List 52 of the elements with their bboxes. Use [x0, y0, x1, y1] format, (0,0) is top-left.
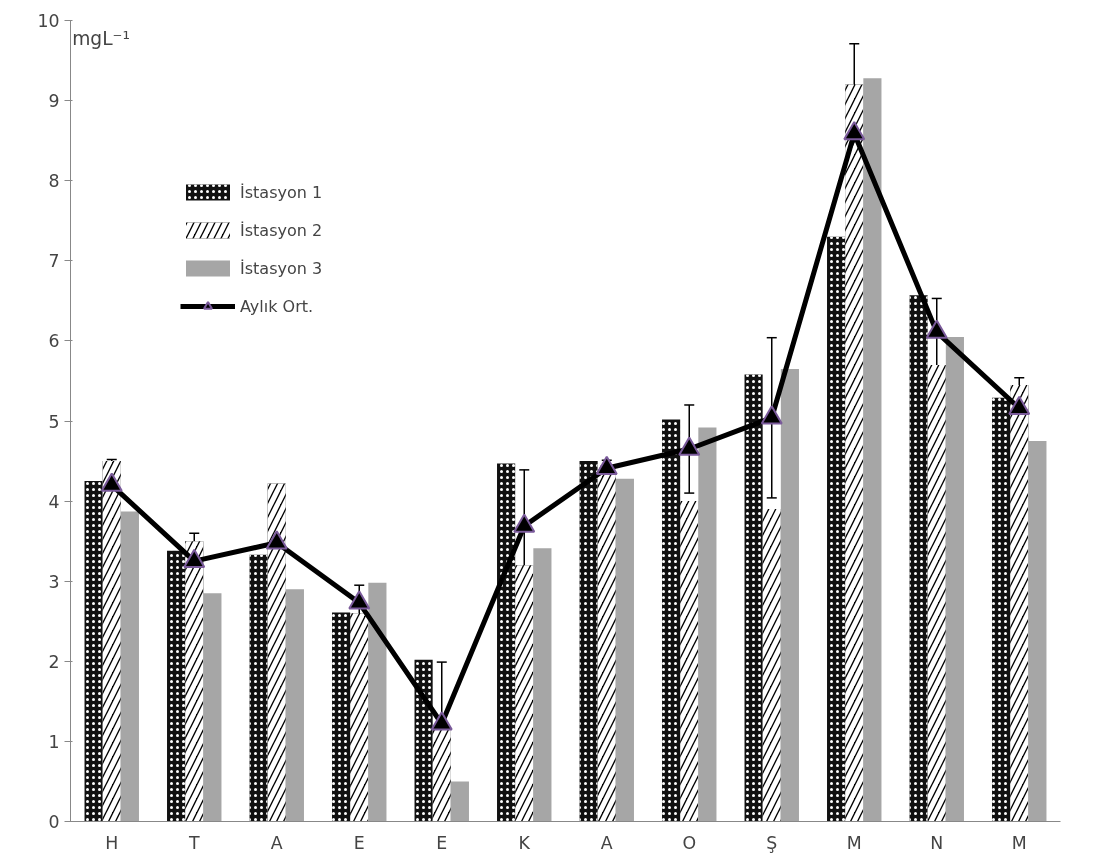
- point: [265, 530, 288, 550]
- point: [348, 590, 371, 610]
- bar: [450, 781, 469, 822]
- y-tick-label: 1: [48, 731, 60, 752]
- y-axis-title: mgL⁻¹: [72, 27, 130, 49]
- x-tick-label: A: [270, 832, 283, 853]
- point: [430, 711, 453, 731]
- y-tick-label: 7: [48, 251, 60, 272]
- y-tick-label: 2: [48, 651, 60, 672]
- x-tick-label: A: [600, 832, 613, 853]
- point: [1008, 395, 1031, 415]
- point: [513, 513, 536, 533]
- x-tick-label: N: [930, 832, 944, 853]
- bar: [945, 336, 964, 822]
- x-tick-label: K: [518, 832, 531, 853]
- bar: [698, 427, 717, 822]
- legend-label: İstasyon 2: [240, 220, 324, 240]
- bar: [615, 478, 634, 822]
- x-tick-label: M: [846, 832, 862, 853]
- legend-label: İstasyon 3: [240, 258, 324, 278]
- legend-label: Aylık Ort.: [240, 296, 315, 316]
- y-tick-label: 9: [48, 91, 60, 112]
- y-tick-label: 4: [48, 491, 60, 512]
- point: [760, 405, 783, 425]
- point: [100, 472, 123, 492]
- x-tick-label: O: [682, 832, 697, 853]
- bar: [285, 589, 304, 822]
- bar: [863, 78, 882, 822]
- bar: [368, 582, 387, 822]
- y-tick-label: 8: [48, 171, 60, 192]
- x-tick-label: Ş: [766, 832, 778, 853]
- bar: [1028, 441, 1047, 822]
- bar: [203, 593, 222, 822]
- point: [183, 548, 206, 568]
- point: [925, 319, 948, 339]
- x-tick-label: H: [105, 832, 119, 853]
- y-tick-label: 0: [48, 812, 60, 832]
- y-tick-label: 3: [48, 571, 60, 592]
- x-tick-label: E: [436, 832, 448, 853]
- point: [843, 120, 866, 141]
- bar: [780, 368, 799, 822]
- point: [678, 436, 701, 456]
- legend-label: İstasyon 1: [240, 182, 324, 202]
- y-tick-label: 5: [48, 411, 60, 432]
- x-tick-label: T: [187, 832, 200, 853]
- point: [595, 455, 618, 476]
- x-tick-label: M: [1011, 832, 1027, 853]
- bar: [120, 511, 139, 822]
- y-tick-label: 10: [37, 11, 60, 31]
- x-tick-label: E: [353, 832, 365, 853]
- bar: [533, 548, 552, 822]
- y-tick-label: 6: [48, 331, 60, 352]
